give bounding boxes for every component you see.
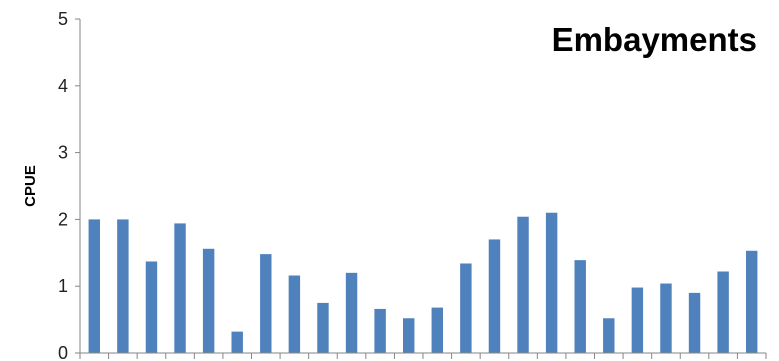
bar [345, 272, 358, 353]
bar [745, 250, 758, 353]
bar-series [88, 212, 758, 353]
x-axis-ticks [79, 353, 767, 359]
bar [488, 239, 501, 353]
bar [545, 212, 558, 353]
y-tick-label: 4 [58, 76, 68, 96]
y-axis-ticks: 0 1 2 3 4 5 [58, 9, 80, 361]
bar [117, 219, 129, 353]
bar [231, 331, 243, 353]
y-tick-label: 2 [58, 209, 68, 229]
bar [288, 275, 301, 353]
y-tick-label: 0 [58, 343, 68, 361]
bar [431, 307, 444, 353]
chart-title: Embayments [552, 21, 757, 58]
bar [317, 302, 329, 353]
bar [717, 271, 729, 353]
bar [374, 308, 386, 353]
y-tick-label: 5 [58, 9, 68, 29]
bar [460, 263, 472, 353]
bar [145, 261, 158, 353]
y-tick-label: 3 [58, 143, 68, 163]
bar [688, 292, 701, 353]
y-axis-title: CPUE [22, 165, 39, 207]
bar [631, 287, 644, 353]
bar [517, 216, 529, 353]
bar [202, 248, 215, 353]
bar [603, 318, 615, 353]
y-tick-label: 1 [58, 276, 68, 296]
bar [260, 254, 272, 353]
bar [174, 223, 186, 353]
bar [402, 318, 415, 353]
bar [88, 219, 101, 353]
bar [660, 283, 672, 353]
bar [574, 260, 586, 353]
